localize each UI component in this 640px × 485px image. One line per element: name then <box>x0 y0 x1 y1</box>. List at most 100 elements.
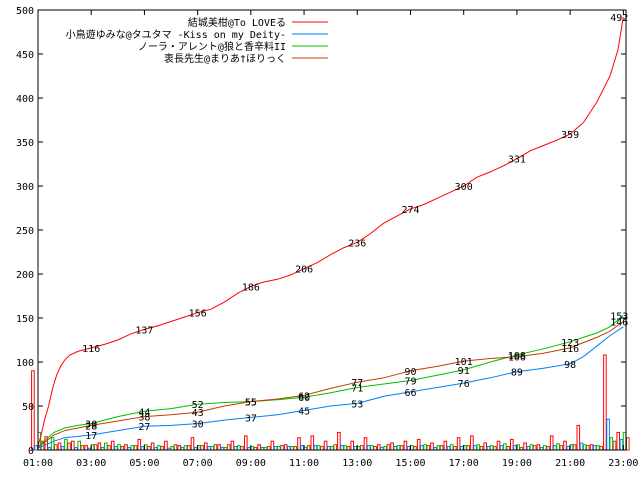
bar-3-11 <box>170 446 175 451</box>
bar-3-42 <box>582 444 587 451</box>
point-label-4-9: 106 <box>508 353 526 364</box>
bar-1-37 <box>510 438 514 451</box>
x-tick-label-7: 13:00 <box>342 458 372 469</box>
point-label-4-2: 38 <box>138 413 150 424</box>
x-tick-label-8: 15:00 <box>395 458 425 469</box>
bar-1-13 <box>190 437 195 451</box>
axes: 0 50 100 150 200 250 300 350 400 450 500 01:00 03:00… <box>16 6 638 469</box>
bar-4-18 <box>266 446 271 451</box>
bar-4-38 <box>532 445 537 451</box>
bar-3-2 <box>50 437 55 451</box>
bar-1-30 <box>416 438 421 451</box>
bar-3-4 <box>77 440 82 451</box>
bar-4-16 <box>240 446 244 451</box>
series-line-2 <box>37 326 624 449</box>
legend-label-3: ノーラ・アレント@狼と香辛料II <box>138 40 286 53</box>
point-label-2-9: 89 <box>511 368 523 379</box>
point-label-4-7: 90 <box>404 367 416 378</box>
point-label-4-11: 146 <box>610 318 628 329</box>
bar-1-3 <box>57 442 62 451</box>
plot-frame <box>37 9 627 451</box>
series-lines <box>37 16 624 449</box>
bar-2-32 <box>446 446 451 451</box>
bar-2-36 <box>499 445 504 451</box>
bar-4-8 <box>133 445 138 451</box>
bar-1-24 <box>337 431 341 451</box>
point-label-1-5: 206 <box>295 265 313 276</box>
bar-3-3 <box>64 438 68 451</box>
bar-2-45 <box>619 438 624 451</box>
bar-1-36 <box>496 440 501 451</box>
bar-2-3 <box>60 446 65 451</box>
point-label-1-10: 359 <box>561 130 579 141</box>
point-label-3-9: 108 <box>508 351 526 362</box>
legend-label-4: 衷長先生@まりあ†ほりっく <box>164 52 286 65</box>
point-label-1-8: 300 <box>455 182 473 193</box>
bar-4-40 <box>559 445 564 451</box>
bar-1-1 <box>31 370 35 451</box>
bar-3-38 <box>529 444 534 451</box>
y-tick-label-1: 0 <box>28 446 34 457</box>
bar-3-34 <box>476 444 481 451</box>
bar-1-7 <box>110 440 115 451</box>
point-label-4-1: 28 <box>85 421 97 432</box>
bar-4-29 <box>413 446 417 451</box>
bar-4-27 <box>386 444 391 451</box>
bar-1-5 <box>84 445 88 451</box>
bar-2-14 <box>207 446 211 451</box>
y-tick-label-11: 500 <box>16 6 34 17</box>
bar-1-22 <box>310 435 315 451</box>
bar-3-32 <box>449 444 454 451</box>
point-label-4-8: 101 <box>455 357 473 368</box>
bar-4-24 <box>346 446 351 451</box>
point-label-4-6: 77 <box>351 378 363 389</box>
bar-3-26 <box>370 445 374 451</box>
bar-2-7 <box>114 446 118 451</box>
bar-4-31 <box>439 445 444 451</box>
bar-3-8 <box>130 445 135 451</box>
bar-4-26 <box>373 446 377 451</box>
y-tick-label-7: 300 <box>16 182 34 193</box>
series-line-4 <box>37 321 624 448</box>
point-label-2-3: 30 <box>192 420 204 431</box>
bar-3-44 <box>609 437 614 451</box>
bar-1-27 <box>377 444 381 451</box>
point-labels: 116 137 156 186 206 236 274 300 331 359 492 17 27 30 3… <box>82 13 628 442</box>
bar-4-21 <box>306 445 311 451</box>
point-label-4-4: 55 <box>245 398 257 409</box>
bar-3-14 <box>210 446 214 451</box>
point-label-2-10: 98 <box>564 360 576 371</box>
x-tick-label-11: 21:00 <box>555 458 585 469</box>
bar-3-12 <box>183 445 188 451</box>
bar-2-35 <box>486 446 491 451</box>
point-label-4-5: 62 <box>298 391 310 402</box>
bar-4-14 <box>213 444 218 451</box>
bar-4-33 <box>466 445 470 451</box>
bar-3-10 <box>157 445 161 451</box>
point-label-2-1: 17 <box>85 431 97 442</box>
y-tick-label-6: 250 <box>16 226 34 237</box>
bar-3-27 <box>383 446 387 451</box>
x-tick-label-3: 05:00 <box>129 458 159 469</box>
bar-4-22 <box>320 446 324 451</box>
bar-4-3 <box>67 442 71 451</box>
point-label-1-11: 492 <box>610 13 628 24</box>
point-label-1-9: 331 <box>508 155 526 166</box>
point-label-3-5: 60 <box>298 393 310 404</box>
x-tick-label-4: 07:00 <box>183 458 213 469</box>
bar-1-44 <box>603 354 607 451</box>
bar-4-25 <box>360 445 364 451</box>
bar-3-35 <box>489 445 494 451</box>
x-tick-label-12: 23:00 <box>608 458 638 469</box>
bar-2-38 <box>526 446 531 451</box>
x-tick-label-5: 09:00 <box>236 458 266 469</box>
bar-2-19 <box>273 446 278 451</box>
bar-4-7 <box>120 446 125 451</box>
point-label-3-8: 91 <box>458 366 470 377</box>
bar-4-36 <box>506 446 510 451</box>
bar-1-45 <box>616 431 621 451</box>
y-tick-label-9: 400 <box>16 94 34 105</box>
bar-1-42 <box>576 424 581 451</box>
bar-1-20 <box>283 444 288 451</box>
point-label-1-7: 274 <box>401 205 419 216</box>
